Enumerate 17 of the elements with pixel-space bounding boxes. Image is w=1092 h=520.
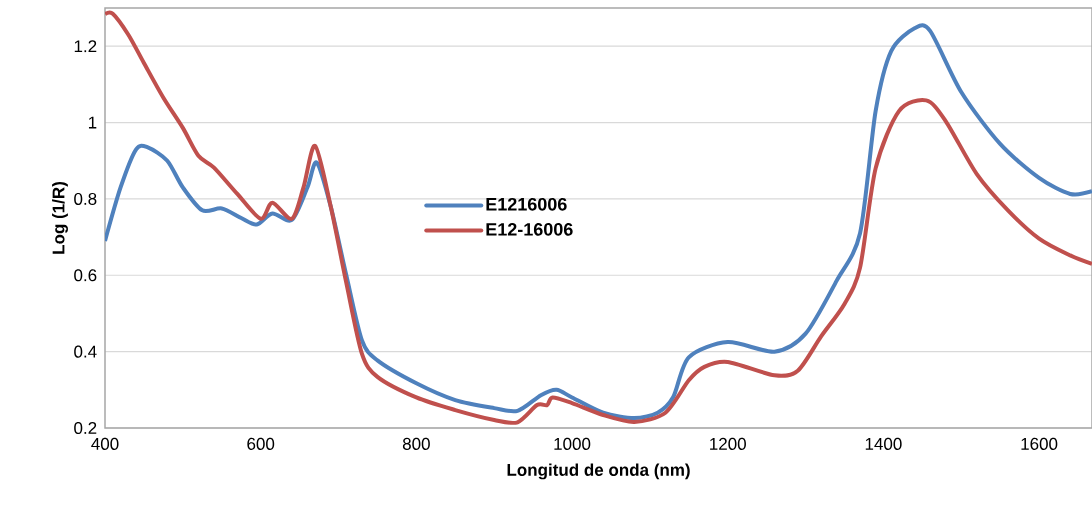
x-tick-label: 400: [91, 437, 119, 450]
x-tick-label: 1400: [865, 437, 902, 450]
x-tick-label: 1600: [1021, 437, 1058, 450]
y-tick-label: 0.2: [74, 421, 97, 435]
legend-label: E12-16006: [486, 223, 573, 236]
y-tick-label: 1.2: [74, 40, 97, 53]
x-tick-label: 1200: [710, 437, 746, 450]
x-tick-label: 1000: [554, 437, 591, 450]
x-axis-title: Longitud de onda (nm): [507, 463, 690, 480]
y-tick-label: 0.4: [74, 345, 97, 358]
y-tick-label: 0.6: [74, 269, 97, 282]
x-tick-label: 800: [402, 437, 430, 450]
y-tick-label: 1: [88, 116, 97, 129]
x-tick-label: 600: [247, 437, 275, 450]
y-axis-title: Log (1/R): [52, 182, 68, 254]
legend-label: E1216006: [486, 197, 567, 211]
y-tick-label: 0.8: [74, 192, 97, 205]
